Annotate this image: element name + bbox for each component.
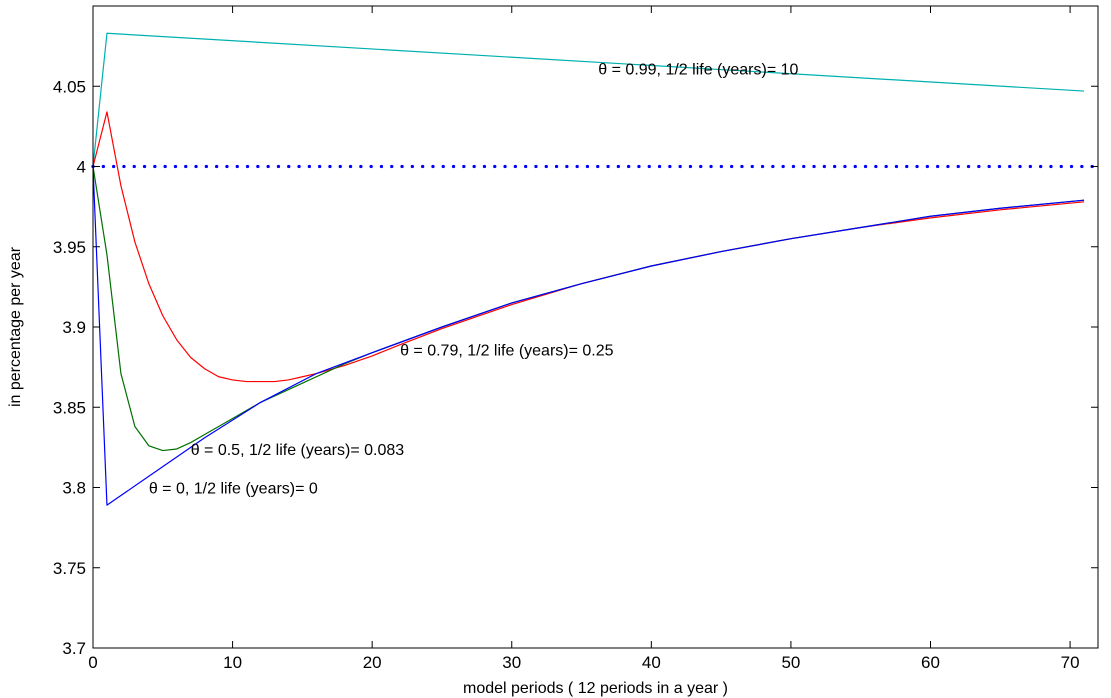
x-tick-label: 40 bbox=[642, 653, 661, 672]
y-tick-label: 4.05 bbox=[53, 77, 86, 96]
y-tick-label: 3.8 bbox=[62, 479, 86, 498]
series-group bbox=[91, 32, 1100, 506]
x-tick-label: 20 bbox=[363, 653, 382, 672]
y-axis-label: in percentage per year bbox=[7, 246, 24, 407]
y-tick-label: 3.9 bbox=[62, 318, 86, 337]
series-line-3 bbox=[92, 166, 1085, 506]
y-tick-label: 4 bbox=[77, 158, 86, 177]
annotations: θ = 0.99, 1/2 life (years)= 10 θ = 0.79, … bbox=[149, 62, 799, 498]
x-tick-label: 30 bbox=[502, 653, 521, 672]
annotation-1: θ = 0.79, 1/2 life (years)= 0.25 bbox=[400, 342, 614, 359]
y-tick-label: 3.7 bbox=[62, 639, 86, 658]
x-tick-label: 50 bbox=[781, 653, 800, 672]
y-tick-label: 3.95 bbox=[53, 238, 86, 257]
y-tick-label: 3.75 bbox=[53, 559, 86, 578]
plot-background bbox=[93, 6, 1098, 648]
x-tick-label: 70 bbox=[1061, 653, 1080, 672]
annotation-2: θ = 0.5, 1/2 life (years)= 0.083 bbox=[191, 442, 405, 459]
plot-area bbox=[93, 6, 1098, 648]
series-line-0 bbox=[92, 32, 1085, 167]
annotation-0: θ = 0.99, 1/2 life (years)= 10 bbox=[598, 62, 798, 79]
axes: 0 10 20 30 40 50 60 70 3.7 3.75 3.8 3.85 3.9 3.95 4 4.0… bbox=[53, 5, 1099, 672]
annotation-3: θ = 0, 1/2 life (years)= 0 bbox=[149, 481, 318, 498]
x-tick-label: 60 bbox=[921, 653, 940, 672]
x-tick-label: 0 bbox=[88, 653, 97, 672]
x-tick-label: 10 bbox=[223, 653, 242, 672]
y-tick-label: 3.85 bbox=[53, 398, 86, 417]
x-axis-label: model periods ( 12 periods in a year ) bbox=[463, 680, 728, 697]
